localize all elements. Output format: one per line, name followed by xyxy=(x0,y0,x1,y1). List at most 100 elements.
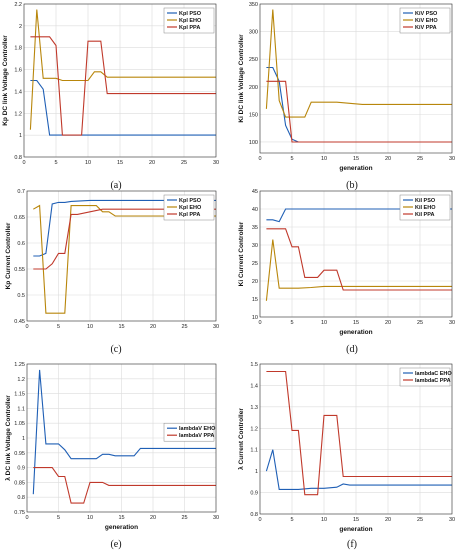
y-tick-label: 0.45 xyxy=(14,319,25,325)
x-tick-label: 20 xyxy=(385,320,391,326)
legend-entry: Kpl EHO xyxy=(179,18,202,24)
series-line-kiv-ppa xyxy=(266,80,452,143)
x-tick-label: 20 xyxy=(385,517,391,523)
chart-panel-2: 0 5 10 15 20 25 30 0.45 0.5 0.55 0.6 0.65 0.7 Kpl PSO… xyxy=(5,189,219,355)
y-tick-label: 15 xyxy=(252,297,258,303)
x-axis-label: generation xyxy=(105,524,138,531)
legend-entry: Kpl PPA xyxy=(179,25,200,31)
y-tick-label: 0.85 xyxy=(14,480,25,486)
x-tick-label: 15 xyxy=(118,515,124,521)
y-axis-label: λ DC link Voltage Controller xyxy=(4,395,12,481)
x-tick-label: 20 xyxy=(149,160,155,166)
y-tick-label: 25 xyxy=(252,261,258,267)
y-tick-label: 1 xyxy=(255,469,258,475)
y-tick-label: 0.8 xyxy=(250,512,258,518)
x-tick-label: 15 xyxy=(118,324,124,330)
y-tick-label: 45 xyxy=(252,189,258,195)
y-tick-label: 10 xyxy=(252,315,258,321)
x-tick-label: 10 xyxy=(321,156,327,162)
x-tick-label: 5 xyxy=(54,160,57,166)
plot-frame xyxy=(259,3,453,154)
plot-frame xyxy=(26,190,217,322)
x-tick-label: 5 xyxy=(290,517,293,523)
legend-entry: Kpl PSO xyxy=(179,198,202,204)
y-tick-label: 0.8 xyxy=(14,155,22,161)
y-tick-label: 1.5 xyxy=(250,362,258,368)
x-tick-label: 15 xyxy=(353,517,359,523)
x-tick-label: 5 xyxy=(57,515,60,521)
y-tick-label: 100 xyxy=(249,140,258,146)
legend-entry: Kpl PPA xyxy=(179,212,200,218)
y-axis-label: Ki DC link Voltage Controller xyxy=(238,34,245,123)
legend-entry: lambdaV PPA xyxy=(179,433,214,439)
panel-caption: (c) xyxy=(110,344,121,355)
x-tick-label: 25 xyxy=(417,320,423,326)
chart-panel-4: 0 5 10 15 20 25 30 0.75 0.8 0.85 0.9 0.95 1 1.05 1.1 1.… xyxy=(4,362,219,550)
y-tick-label: 1.05 xyxy=(14,421,25,427)
y-axis-label: λ Current Controller xyxy=(237,408,245,470)
y-tick-label: 30 xyxy=(252,243,258,249)
y-tick-label: 1 xyxy=(22,436,25,442)
x-tick-label: 30 xyxy=(449,517,455,523)
series-line-kiv-eho xyxy=(265,9,452,118)
series-line-lambdav-ppa xyxy=(33,467,216,504)
x-tick-label: 25 xyxy=(417,517,423,523)
x-tick-label: 0 xyxy=(258,517,261,523)
plot-frame xyxy=(259,363,453,515)
y-axis-label: Kp DC link Voltage Controller xyxy=(2,35,9,126)
series-line-kii-eho xyxy=(265,239,452,301)
panel-caption: (d) xyxy=(346,344,358,355)
y-tick-label: 1.4 xyxy=(250,383,258,389)
x-tick-label: 5 xyxy=(290,320,293,326)
legend-entry: KiV PSO xyxy=(415,11,438,17)
y-tick-label: 150 xyxy=(249,112,258,118)
legend-entry: KiI PSO xyxy=(415,198,436,204)
x-tick-label: 20 xyxy=(150,324,156,330)
y-tick-label: 0.9 xyxy=(17,466,25,472)
y-tick-label: 0.6 xyxy=(17,241,25,247)
chart-panel-5: 0 5 10 15 20 25 30 0.8 0.9 1 1.1 1.2 1.3 1.4 1.5 lambda… xyxy=(237,362,455,550)
series-line-lambdav-eho xyxy=(32,369,216,495)
y-tick-label: 1 xyxy=(19,133,22,139)
x-tick-label: 25 xyxy=(181,160,187,166)
y-tick-label: 1.15 xyxy=(14,392,25,398)
legend-entry: KiI EHO xyxy=(415,205,436,211)
x-tick-label: 0 xyxy=(258,156,261,162)
y-tick-label: 0.65 xyxy=(14,215,25,221)
series-line-lambdac-eho xyxy=(265,449,452,490)
y-tick-label: 1.6 xyxy=(14,68,22,74)
legend-box xyxy=(399,194,451,221)
x-tick-label: 0 xyxy=(22,160,25,166)
x-tick-label: 30 xyxy=(213,324,219,330)
x-tick-label: 25 xyxy=(181,324,187,330)
legend-entry: lambdaC EHO xyxy=(415,371,452,377)
legend-entry: KiV EHO xyxy=(415,18,438,24)
x-tick-label: 10 xyxy=(85,160,91,166)
y-tick-label: 1.2 xyxy=(17,377,25,383)
panel-caption: (e) xyxy=(110,539,121,550)
x-tick-label: 5 xyxy=(57,324,60,330)
y-tick-label: 1.8 xyxy=(14,46,22,52)
series-line-kpl-pso xyxy=(33,199,216,257)
y-tick-label: 0.7 xyxy=(17,189,25,195)
y-tick-label: 200 xyxy=(249,85,258,91)
y-tick-label: 250 xyxy=(249,57,258,63)
legend-entry: lambdaC PPA xyxy=(415,378,451,384)
y-tick-label: 0.95 xyxy=(14,451,25,457)
x-tick-label: 25 xyxy=(181,515,187,521)
legend-entry: KiV PPA xyxy=(415,25,437,31)
plot-frame xyxy=(26,363,217,513)
x-tick-label: 25 xyxy=(417,156,423,162)
x-tick-label: 0 xyxy=(25,515,28,521)
panel-caption: (b) xyxy=(346,180,358,191)
y-tick-label: 350 xyxy=(249,2,258,8)
panel-caption: (a) xyxy=(110,180,121,191)
x-tick-label: 10 xyxy=(87,515,93,521)
y-tick-label: 0.8 xyxy=(17,495,25,501)
y-tick-label: 1.4 xyxy=(14,89,22,95)
x-tick-label: 0 xyxy=(258,320,261,326)
x-tick-label: 30 xyxy=(449,156,455,162)
x-tick-label: 10 xyxy=(321,320,327,326)
